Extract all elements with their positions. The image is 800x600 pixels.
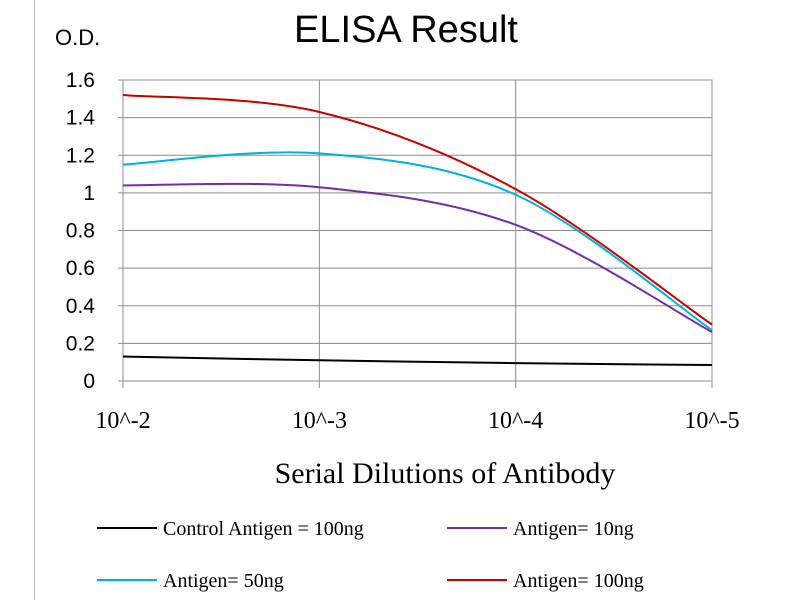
x-tick-label: 10^-2 [95,408,150,434]
y-tick-label: 1.2 [66,144,95,167]
x-tick-label: 10^-5 [684,408,739,434]
x-axis-label: Serial Dilutions of Antibody [275,457,616,490]
y-tick-label: 0 [83,370,95,393]
legend-label: Control Antigen = 100ng [163,518,364,540]
chart-title: ELISA Result [294,9,518,51]
y-tick-label: 1 [83,182,95,205]
y-tick-label: 1.6 [66,69,95,92]
legend-label: Antigen= 50ng [163,570,284,592]
series-line-1 [122,355,713,367]
y-tick-label: 1.4 [66,107,96,130]
legend-label: Antigen= 10ng [513,518,634,540]
series-line-2 [122,182,713,333]
x-tick-label: 10^-3 [292,408,347,434]
series-line-3 [122,151,713,332]
y-tick-label: 0.4 [66,295,96,318]
y-tick-label: 0.6 [66,257,95,280]
x-tick-label: 10^-4 [488,408,543,434]
y-tick-label: 0.2 [66,332,95,355]
y-tick-label: 0.8 [66,220,95,243]
y-axis-label: O.D. [55,25,100,50]
legend-label: Antigen= 100ng [513,570,644,592]
series-line-4 [122,94,713,326]
